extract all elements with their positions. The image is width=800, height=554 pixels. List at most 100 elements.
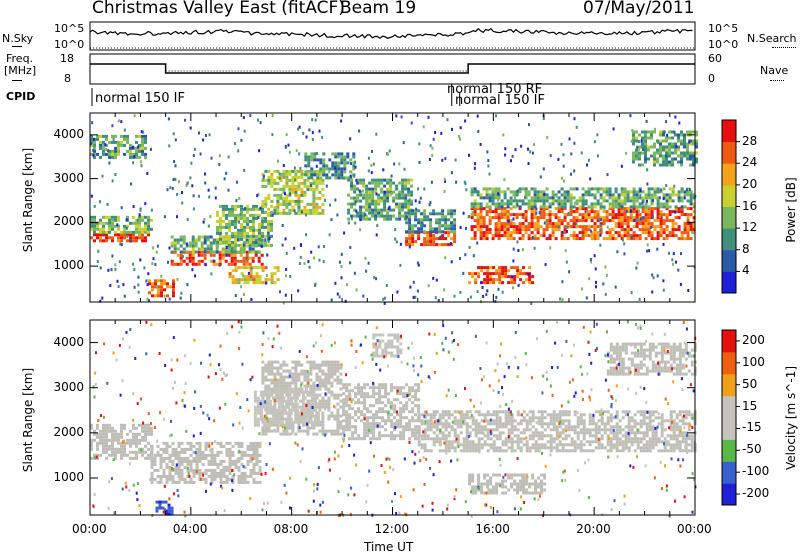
power-colorbar-tick-5: 8: [742, 241, 750, 256]
line-panels-layer: [89, 27, 695, 74]
xtick-label-3: 12:00: [374, 522, 410, 536]
velocity-band-0: [90, 423, 153, 460]
velocity-band-1: [150, 441, 262, 484]
freq-tick-bottom: 8: [64, 72, 71, 85]
velocity-band-7: [253, 387, 320, 427]
velocity-ylabel: Slant Range [km]: [21, 367, 35, 473]
velocity-band-6: [155, 500, 174, 516]
power-noise: [90, 114, 697, 305]
velocity-ytick-label-3: 4000: [53, 334, 84, 349]
colorbar-swatch-1: [722, 249, 736, 272]
nsky-tick-bottom: 10^0: [54, 38, 85, 51]
power-band-16: [228, 266, 280, 285]
x-axis-label: Time UT: [364, 540, 414, 554]
panel-frame-0: [89, 21, 696, 51]
nave-label: Nave: [760, 64, 789, 77]
velocity-ytick-label-2: 3000: [53, 379, 84, 394]
nsky-label: N.Sky: [2, 32, 34, 45]
power-heatmap-layer: [90, 114, 698, 305]
power-band-13: [470, 187, 696, 209]
frames-layer: [89, 21, 696, 516]
colorbar-swatch-7: [722, 120, 736, 143]
nave-tick-top: 60: [708, 52, 722, 65]
colorbar-swatch-6: [722, 351, 736, 375]
power-colorbar-tick-6: 4: [742, 263, 750, 278]
velocity-colorbar-tick-4: -15: [742, 420, 762, 435]
power-band-10: [405, 209, 457, 234]
colorbar-swatch-2: [722, 439, 736, 462]
cpid-segment-3: normal 150 IF: [455, 93, 545, 108]
velocity-colorbar-label: Velocity [m s^-1]: [784, 365, 798, 471]
nsky-label-underline: [12, 46, 22, 47]
xtick-label-0: 00:00: [72, 522, 107, 536]
power-band-0: [90, 233, 150, 243]
xtick-label-4: 16:00: [475, 522, 510, 536]
nave-label-dotted: [770, 80, 784, 81]
freq-trace: [90, 63, 695, 74]
power-band-3: [170, 250, 264, 266]
velocity-band-9: [606, 342, 697, 376]
colorbar-swatch-4: [722, 184, 736, 207]
power-colorbar-tick-1: 24: [742, 155, 758, 170]
power-band-7: [304, 152, 356, 180]
power-colorbar-tick-0: 28: [742, 133, 758, 148]
power-band-1: [90, 215, 153, 234]
colorbar-swatch-0: [722, 483, 736, 506]
freq-tick-top: 18: [60, 52, 74, 65]
freq-label-line1: Freq.: [6, 52, 34, 65]
cpid-segment-1: normal 150 IF: [95, 91, 185, 106]
nsearch-tick-top: 10^5: [708, 22, 739, 35]
beam-title: Beam 19: [340, 0, 417, 18]
colorbar-frame: [721, 329, 737, 506]
power-ytick-label-3: 4000: [53, 126, 84, 141]
colorbar-swatch-3: [722, 417, 736, 440]
xtick-label-5: 20:00: [576, 522, 611, 536]
velocity-band-5: [468, 473, 547, 495]
velocity-colorbar-tick-7: -200: [742, 486, 770, 501]
power-ytick-label-0: 1000: [53, 258, 84, 273]
velocity-ytick-label-0: 1000: [53, 469, 84, 484]
date-title: 07/May/2011: [583, 0, 695, 18]
freq-label-line2: [MHz]: [4, 64, 37, 77]
colorbar-swatch-3: [722, 206, 736, 229]
velocity-colorbar-tick-0: 200: [742, 332, 765, 347]
xtick-label-1: 04:00: [172, 522, 208, 536]
power-band-12: [470, 207, 696, 241]
velocity-colorbar-tick-5: -50: [742, 442, 762, 457]
colorbars-layer: [721, 119, 740, 506]
velocity-band-4: [417, 410, 697, 453]
power-band-11: [468, 266, 535, 285]
velocity-colorbar-tick-2: 50: [742, 376, 758, 391]
power-ytick-label-1: 2000: [53, 214, 84, 229]
velocity-ytick-label-1: 2000: [53, 424, 84, 439]
power-ytick-label-2: 3000: [53, 170, 84, 185]
colorbar-swatch-6: [722, 141, 736, 164]
power-band-8: [347, 178, 414, 221]
power-band-9: [405, 231, 457, 247]
power-ylabel: Slant Range [km]: [21, 147, 35, 253]
power-band-15: [632, 130, 698, 167]
power-colorbar-tick-2: 20: [742, 176, 758, 191]
power-band-2: [148, 279, 175, 298]
velocity-heatmap-layer: [90, 320, 697, 518]
velocity-colorbar: [721, 329, 740, 506]
xtick-label-6: 00:00: [677, 522, 712, 536]
colorbar-swatch-7: [722, 330, 736, 353]
velocity-colorbar-tick-3: 15: [742, 398, 758, 413]
velocity-colorbar-tick-6: -100: [742, 464, 770, 479]
colorbar-swatch-5: [722, 373, 736, 397]
power-colorbar-label: Power [dB]: [784, 177, 798, 243]
freq-label-underline: [12, 80, 22, 81]
colorbar-swatch-0: [722, 271, 736, 294]
xtick-label-2: 08:00: [273, 522, 309, 536]
nsearch-tick-bottom: 10^0: [708, 38, 739, 51]
panel-frame-1: [89, 53, 696, 85]
nsearch-label-dotted: [772, 47, 796, 48]
cpid-segment-2: normal 150 RF: [447, 82, 543, 97]
colorbar-swatch-1: [722, 461, 736, 484]
velocity-band-8: [372, 333, 403, 358]
nsky-trace: [89, 27, 693, 39]
nsky-tick-top: 10^5: [54, 22, 85, 35]
